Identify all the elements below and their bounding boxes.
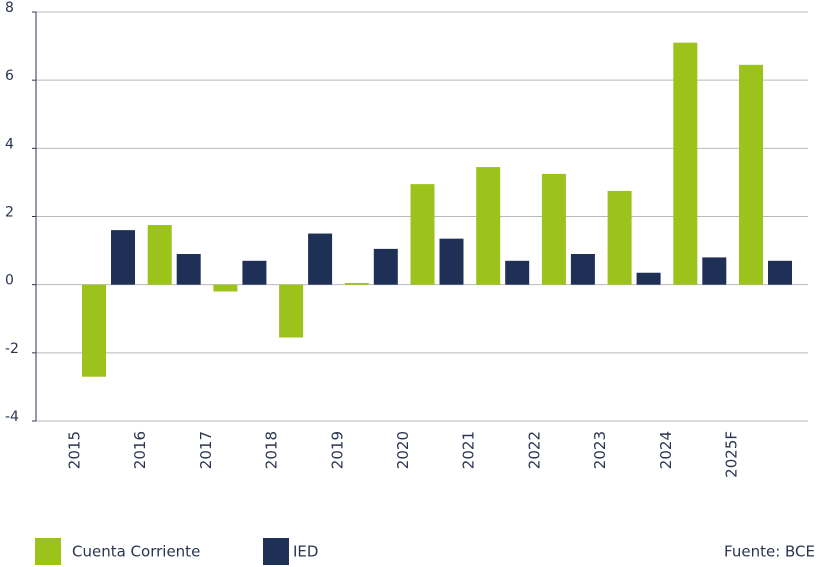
- legend-label: Cuenta Corriente: [72, 543, 200, 561]
- y-tick-label: 8: [5, 0, 14, 16]
- legend-swatch: [35, 538, 61, 565]
- bar: [541, 173, 566, 285]
- bar: [373, 248, 398, 285]
- bar: [570, 253, 595, 285]
- bar: [147, 225, 172, 285]
- bar: [213, 284, 238, 292]
- x-tick-label: 2020: [394, 431, 412, 469]
- bar: [344, 282, 369, 285]
- x-tick-label: 2024: [657, 431, 675, 469]
- bar: [476, 167, 501, 285]
- bar: [82, 284, 106, 377]
- bar: [410, 184, 435, 285]
- bar: [739, 64, 763, 285]
- legend-label: IED: [293, 543, 318, 561]
- x-tick-label: 2025F: [723, 431, 741, 478]
- x-tick-label: 2023: [591, 431, 609, 469]
- x-tick-label: 2018: [263, 431, 281, 469]
- bar: [702, 257, 727, 285]
- bar: [308, 233, 333, 285]
- bar: [111, 230, 135, 285]
- x-tick-label: 2022: [525, 431, 543, 469]
- x-tick-label: 2019: [328, 431, 346, 469]
- bar: [505, 260, 530, 285]
- bar: [176, 253, 201, 285]
- y-tick-label: 6: [5, 68, 14, 84]
- bar: [279, 284, 304, 338]
- source: Fuente: BCE: [724, 543, 815, 561]
- x-tick-label: 2021: [460, 431, 478, 469]
- bar: [768, 260, 792, 285]
- bar: [439, 238, 464, 285]
- y-tick-label: 2: [5, 205, 14, 221]
- y-tick-label: 4: [5, 136, 14, 152]
- bar: [636, 272, 661, 285]
- bar: [242, 260, 267, 285]
- x-tick-label: 2015: [66, 431, 84, 469]
- legend-swatch: [263, 538, 289, 565]
- x-tick-label: 2016: [131, 431, 149, 469]
- y-tick-label: -4: [5, 409, 19, 425]
- bar: [607, 190, 632, 285]
- x-tick-label: 2017: [197, 431, 215, 469]
- y-tick-label: 0: [5, 273, 14, 289]
- y-tick-label: -2: [5, 341, 19, 357]
- bar: [673, 42, 698, 285]
